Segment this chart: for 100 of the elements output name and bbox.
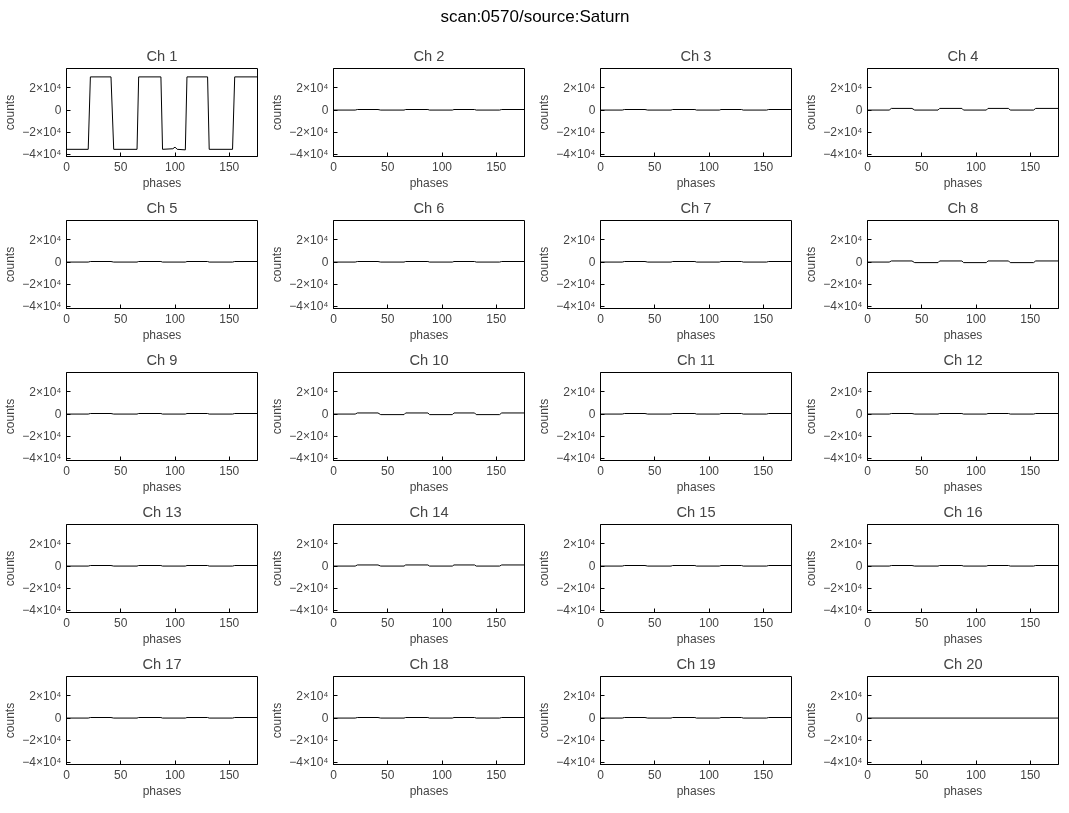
y-tick-label: −2×10⁴ xyxy=(823,125,863,140)
y-axis-title: counts xyxy=(270,398,285,435)
y-axis-title: counts xyxy=(270,702,285,739)
y-tick-label: −4×10⁴ xyxy=(22,603,62,618)
x-tick-label: 100 xyxy=(966,311,987,326)
y-tick-label: 0 xyxy=(855,407,863,422)
x-tick-label: 50 xyxy=(114,463,128,478)
y-tick-label: −4×10⁴ xyxy=(823,451,863,466)
x-tick-label: 50 xyxy=(648,463,662,478)
y-axis-title: counts xyxy=(3,398,18,435)
chart-title: Ch 14 xyxy=(409,503,449,520)
x-axis-title: phases xyxy=(409,327,449,342)
y-tick-label: −4×10⁴ xyxy=(556,603,596,618)
y-tick-label: 2×10⁴ xyxy=(830,536,863,551)
x-tick-label: 150 xyxy=(753,767,774,782)
x-tick-label: 50 xyxy=(648,311,662,326)
x-axis-title: phases xyxy=(943,783,983,798)
y-tick-label: −4×10⁴ xyxy=(556,299,596,314)
x-tick-label: 100 xyxy=(432,615,453,630)
y-tick-label: 0 xyxy=(855,711,863,726)
y-tick-label: 2×10⁴ xyxy=(563,536,596,551)
chart-title: Ch 1 xyxy=(146,47,178,64)
x-axis-title: phases xyxy=(943,327,983,342)
x-tick-label: 50 xyxy=(114,311,128,326)
y-tick-label: −4×10⁴ xyxy=(823,603,863,618)
y-tick-label: 2×10⁴ xyxy=(296,80,329,95)
x-axis-title: phases xyxy=(943,631,983,646)
x-tick-label: 50 xyxy=(381,311,395,326)
x-axis-title: phases xyxy=(943,175,983,190)
x-tick-label: 100 xyxy=(432,159,453,174)
y-tick-label: −2×10⁴ xyxy=(289,277,329,292)
y-axis-title: counts xyxy=(270,246,285,283)
y-axis-title: counts xyxy=(804,94,819,131)
x-tick-label: 50 xyxy=(381,767,395,782)
y-axis-title: counts xyxy=(3,94,18,131)
x-tick-label: 150 xyxy=(486,159,507,174)
y-axis-title: counts xyxy=(3,246,18,283)
y-tick-label: −4×10⁴ xyxy=(823,147,863,162)
chart-title: Ch 20 xyxy=(943,655,983,672)
x-tick-label: 150 xyxy=(1020,463,1041,478)
x-axis-title: phases xyxy=(676,175,716,190)
y-tick-label: −2×10⁴ xyxy=(823,733,863,748)
x-axis-title: phases xyxy=(142,479,182,494)
x-tick-label: 50 xyxy=(114,767,128,782)
x-tick-label: 50 xyxy=(915,159,929,174)
y-tick-label: 2×10⁴ xyxy=(29,536,62,551)
y-tick-label: −2×10⁴ xyxy=(556,429,596,444)
y-tick-label: 0 xyxy=(321,559,329,574)
x-axis-title: phases xyxy=(409,631,449,646)
chart-title: Ch 16 xyxy=(943,503,983,520)
x-tick-label: 150 xyxy=(219,311,240,326)
x-tick-label: 50 xyxy=(915,767,929,782)
x-tick-label: 150 xyxy=(486,767,507,782)
x-tick-label: 100 xyxy=(699,767,720,782)
y-tick-label: −4×10⁴ xyxy=(289,299,329,314)
x-tick-label: 100 xyxy=(699,463,720,478)
x-axis-title: phases xyxy=(409,783,449,798)
y-axis-title: counts xyxy=(537,702,552,739)
y-tick-label: −4×10⁴ xyxy=(289,451,329,466)
x-tick-label: 100 xyxy=(165,311,186,326)
y-tick-label: −2×10⁴ xyxy=(556,277,596,292)
x-axis-title: phases xyxy=(676,479,716,494)
y-tick-label: −4×10⁴ xyxy=(823,755,863,770)
x-tick-label: 100 xyxy=(966,159,987,174)
chart-title: Ch 9 xyxy=(146,351,178,368)
chart-title: Ch 15 xyxy=(676,503,716,520)
x-tick-label: 100 xyxy=(165,767,186,782)
x-tick-label: 50 xyxy=(648,159,662,174)
y-axis-title: counts xyxy=(270,550,285,587)
y-axis-title: counts xyxy=(804,246,819,283)
x-tick-label: 100 xyxy=(165,159,186,174)
y-tick-label: −2×10⁴ xyxy=(289,429,329,444)
x-tick-label: 100 xyxy=(699,311,720,326)
y-tick-label: −2×10⁴ xyxy=(556,581,596,596)
chart-title: Ch 18 xyxy=(409,655,449,672)
x-tick-label: 50 xyxy=(114,615,128,630)
y-tick-label: −2×10⁴ xyxy=(22,581,62,596)
y-tick-label: −2×10⁴ xyxy=(22,125,62,140)
y-tick-label: −4×10⁴ xyxy=(823,299,863,314)
y-tick-label: 2×10⁴ xyxy=(29,80,62,95)
y-tick-label: 2×10⁴ xyxy=(296,688,329,703)
y-tick-label: −4×10⁴ xyxy=(556,755,596,770)
chart-title: Ch 11 xyxy=(676,351,716,368)
x-tick-label: 150 xyxy=(753,615,774,630)
x-tick-label: 50 xyxy=(381,615,395,630)
y-axis-title: counts xyxy=(804,550,819,587)
x-tick-label: 150 xyxy=(753,311,774,326)
chart-title: Ch 8 xyxy=(947,199,979,216)
y-axis-title: counts xyxy=(3,702,18,739)
chart-title: Ch 5 xyxy=(146,199,178,216)
chart-title: Ch 6 xyxy=(413,199,445,216)
y-tick-label: −2×10⁴ xyxy=(22,429,62,444)
y-tick-label: 0 xyxy=(321,255,329,270)
chart-title: Ch 4 xyxy=(947,47,979,64)
x-tick-label: 150 xyxy=(1020,159,1041,174)
y-tick-label: 2×10⁴ xyxy=(29,232,62,247)
y-tick-label: −2×10⁴ xyxy=(22,733,62,748)
x-tick-label: 100 xyxy=(966,767,987,782)
x-tick-label: 100 xyxy=(432,463,453,478)
chart-title: Ch 19 xyxy=(676,655,716,672)
